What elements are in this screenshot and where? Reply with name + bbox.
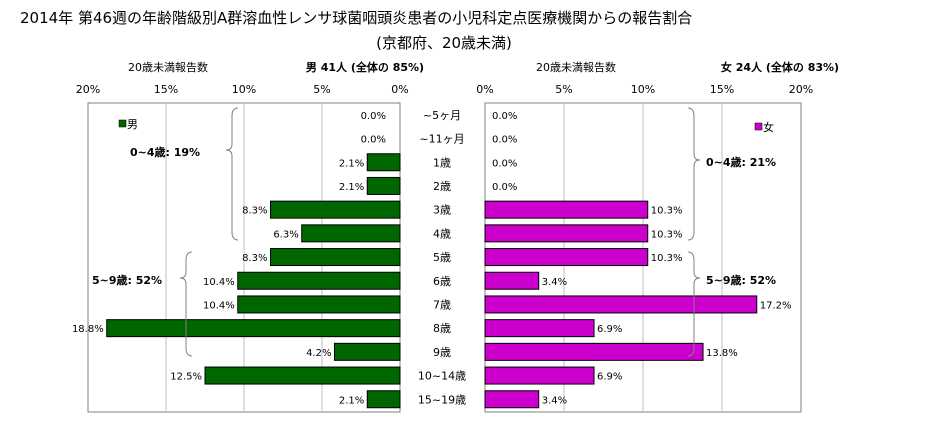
age-category-labels: ~5ヶ月 ~11ヶ月 1歳 2歳 3歳 4歳 5歳 6歳 7歳 8歳 9歳 10~14歳 15~19歳: [418, 109, 466, 406]
male-value-label: 10.4%: [203, 277, 235, 288]
male-bar: [237, 271, 401, 290]
male-legend-swatch: [118, 119, 127, 128]
male-tick-label: 20%: [76, 83, 100, 96]
female-value-label: 17.2%: [760, 300, 792, 311]
age-category-label: 5歳: [433, 251, 451, 264]
female-bracket-5-9: [687, 251, 701, 357]
male-value-label: 8.3%: [242, 206, 267, 217]
male-annotation-0-4: 0~4歳: 19%: [130, 145, 200, 159]
female-tick-label: 20%: [789, 83, 813, 96]
male-value-label: 6.3%: [273, 229, 298, 240]
female-value-label: 10.3%: [651, 229, 683, 240]
female-bar: [484, 248, 649, 267]
age-category-label: 9歳: [433, 346, 451, 359]
male-bar: [366, 176, 401, 195]
male-tick-label: 10%: [232, 83, 256, 96]
female-bar: [484, 342, 704, 361]
male-tick-label: 5%: [313, 83, 330, 96]
male-tick-label: 0%: [391, 83, 408, 96]
male-value-label: 4.2%: [306, 348, 331, 359]
male-header: 男 41人 (全体の 85%): [306, 60, 424, 74]
female-value-label: 0.0%: [492, 111, 517, 122]
male-bar: [333, 342, 401, 361]
bars: [106, 153, 758, 409]
female-tick-label: 0%: [476, 83, 493, 96]
age-category-label: 1歳: [433, 156, 451, 169]
female-legend-swatch: [754, 122, 763, 131]
female-bar: [484, 319, 595, 338]
female-bracket-0-4: [687, 107, 701, 241]
female-value-label: 0.0%: [492, 182, 517, 193]
age-category-label: ~5ヶ月: [423, 109, 461, 122]
female-legend: 女: [754, 120, 774, 134]
age-category-label: 4歳: [433, 227, 451, 240]
female-bar: [484, 390, 540, 409]
female-tick-label: 15%: [710, 83, 734, 96]
age-category-label: 2歳: [433, 180, 451, 193]
male-bar: [237, 295, 401, 314]
female-header: 女 24人 (全体の 83%): [721, 60, 839, 74]
male-bar: [366, 390, 401, 409]
male-annotation-5-9: 5~9歳: 52%: [92, 273, 162, 287]
female-tick-label: 10%: [631, 83, 655, 96]
female-value-label: 0.0%: [492, 158, 517, 169]
male-bar: [270, 248, 401, 267]
male-bar: [106, 319, 401, 338]
male-tick-label: 15%: [154, 83, 178, 96]
female-value-label: 10.3%: [651, 253, 683, 264]
female-value-label: 3.4%: [542, 277, 567, 288]
male-bar: [270, 200, 401, 219]
age-category-label: 10~14歳: [418, 370, 466, 383]
female-bar: [484, 271, 540, 290]
male-count-label: 20歳未満報告数: [128, 61, 208, 74]
female-legend-label: 女: [763, 120, 774, 134]
female-tick-label: 5%: [555, 83, 572, 96]
male-bracket-5-9: [179, 251, 193, 357]
female-value-label: 3.4%: [542, 395, 567, 406]
male-bracket-0-4: [225, 107, 239, 241]
age-category-label: 3歳: [433, 204, 451, 217]
chart-title: 2014年 第46週の年齢階級別A群溶血性レンサ球菌咽頭炎患者の小児科定点医療機…: [20, 9, 692, 27]
male-value-label: 12.5%: [170, 372, 202, 383]
value-labels: 0.0% 0.0% 0.0% 0.0% 2.1% 0.0% 2.1% 0.0% 8.3% 10.3…: [72, 111, 792, 406]
female-value-label: 13.8%: [706, 348, 738, 359]
female-bar: [484, 224, 649, 243]
female-annotation-0-4: 0~4歳: 21%: [706, 155, 776, 169]
age-category-label: 7歳: [433, 298, 451, 311]
male-bar: [204, 366, 401, 385]
male-value-label: 0.0%: [361, 135, 386, 146]
male-value-label: 0.0%: [361, 111, 386, 122]
male-value-label: 2.1%: [339, 158, 364, 169]
female-value-label: 10.3%: [651, 206, 683, 217]
age-category-label: ~11ヶ月: [419, 133, 464, 146]
female-value-label: 6.9%: [597, 324, 622, 335]
axis-ticks: 20% 15% 10% 5% 0% 0% 5% 10% 15% 20%: [76, 83, 813, 96]
male-legend: 男: [118, 118, 138, 131]
male-value-label: 10.4%: [203, 300, 235, 311]
chart-subtitle: (京都府、20歳未満): [376, 34, 512, 52]
female-value-label: 0.0%: [492, 135, 517, 146]
male-value-label: 2.1%: [339, 182, 364, 193]
male-value-label: 8.3%: [242, 253, 267, 264]
female-bar: [484, 295, 758, 314]
female-count-label: 20歳未満報告数: [536, 61, 616, 74]
female-value-label: 6.9%: [597, 372, 622, 383]
age-category-label: 8歳: [433, 322, 451, 335]
age-category-label: 6歳: [433, 275, 451, 288]
male-value-label: 18.8%: [72, 324, 104, 335]
age-category-label: 15~19歳: [418, 393, 466, 406]
male-bar: [366, 153, 401, 172]
male-bar: [301, 224, 401, 243]
male-legend-label: 男: [127, 118, 138, 131]
female-bar: [484, 366, 595, 385]
female-bar: [484, 200, 649, 219]
male-value-label: 2.1%: [339, 395, 364, 406]
female-annotation-5-9: 5~9歳: 52%: [706, 273, 776, 287]
